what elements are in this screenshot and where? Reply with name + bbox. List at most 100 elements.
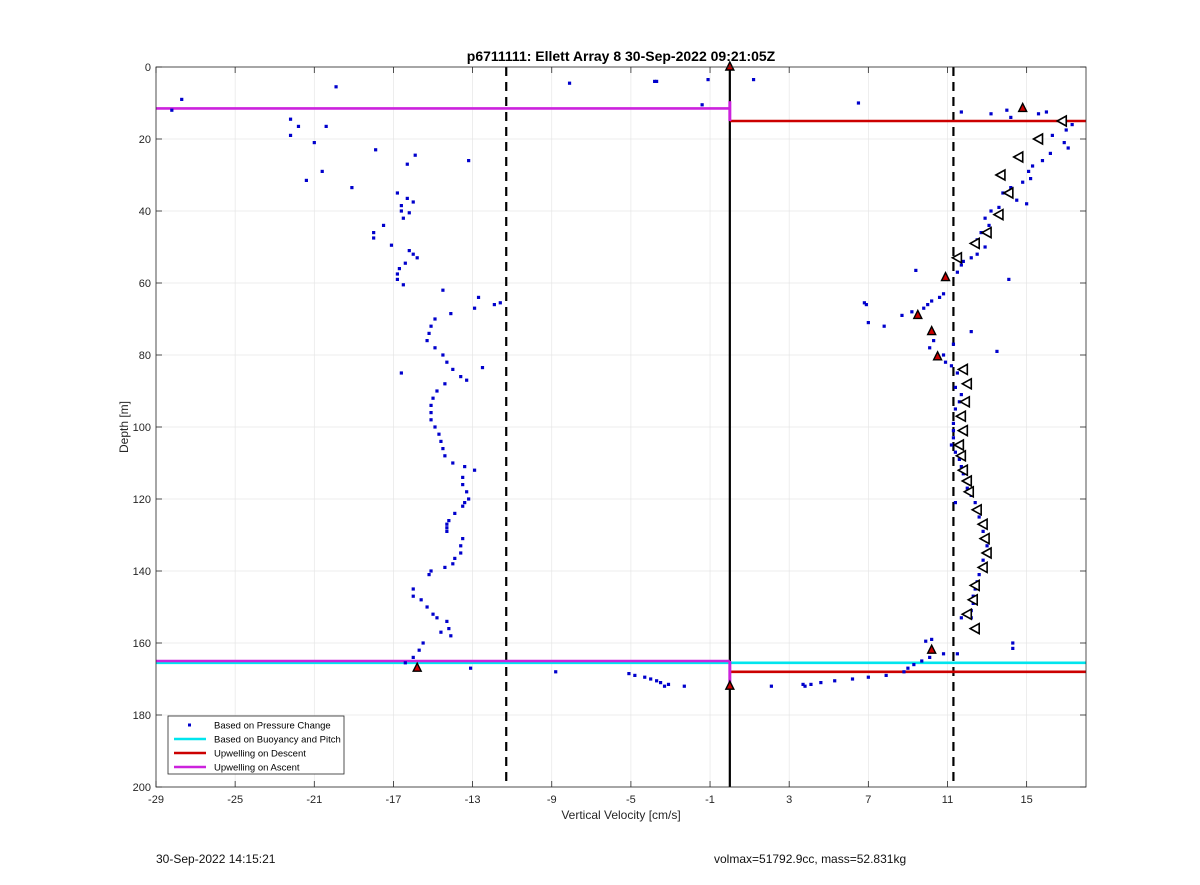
triangle-marker: [954, 449, 967, 463]
data-point: [461, 537, 465, 541]
data-point: [1009, 115, 1013, 119]
red-marker: [926, 325, 937, 336]
data-point: [953, 385, 958, 389]
data-point: [926, 303, 930, 307]
legend-label: Based on Pressure Change: [214, 721, 331, 732]
red-marker: [412, 661, 423, 672]
data-point: [429, 569, 433, 573]
data-point: [856, 101, 861, 105]
x-tick-label: 15: [1021, 794, 1033, 806]
data-point: [866, 675, 870, 679]
data-point: [649, 677, 653, 681]
data-point: [803, 684, 807, 688]
data-point: [989, 209, 993, 213]
y-tick-label: 140: [133, 566, 151, 578]
data-point: [1015, 198, 1019, 202]
data-point: [658, 681, 663, 685]
data-point: [445, 619, 449, 623]
data-point: [951, 421, 956, 425]
data-point: [932, 339, 936, 343]
triangle-marker: [958, 395, 971, 409]
data-point: [924, 639, 928, 643]
y-tick-label: 40: [139, 206, 151, 218]
data-point: [459, 544, 463, 548]
data-point: [1011, 641, 1015, 645]
data-point: [666, 682, 671, 686]
data-point: [928, 346, 932, 350]
data-point: [751, 78, 756, 82]
data-point: [949, 443, 954, 447]
data-point: [472, 468, 477, 472]
data-point: [809, 682, 813, 686]
data-point: [981, 558, 985, 562]
data-point: [399, 209, 403, 213]
data-point: [1064, 128, 1068, 132]
data-point: [429, 411, 433, 415]
triangle-marker: [968, 579, 980, 592]
data-point: [401, 283, 405, 287]
triangle-marker: [954, 409, 967, 423]
data-point: [975, 252, 979, 256]
data-point: [882, 324, 886, 328]
triangle-marker: [970, 503, 982, 517]
data-point: [862, 301, 866, 305]
data-point: [324, 124, 328, 128]
y-tick-label: 120: [133, 494, 151, 506]
data-point: [955, 270, 959, 274]
data-point: [449, 634, 453, 638]
data-point: [429, 403, 433, 407]
data-point: [439, 630, 443, 634]
data-point: [1011, 646, 1015, 650]
data-point: [997, 205, 1001, 209]
data-point: [421, 641, 425, 645]
data-point: [492, 303, 496, 307]
data-point: [334, 85, 338, 89]
data-point: [465, 490, 469, 494]
data-point: [437, 432, 441, 436]
data-point: [296, 124, 301, 128]
data-point: [833, 679, 837, 683]
triangle-marker: [976, 561, 988, 574]
data-point: [431, 396, 435, 400]
data-point: [411, 200, 415, 204]
data-point: [403, 261, 407, 265]
data-point: [461, 483, 465, 487]
grid-layer: [155, 66, 1086, 788]
data-point: [1070, 123, 1074, 127]
red-markers: [412, 60, 1028, 690]
x-tick-label: 11: [942, 794, 953, 806]
data-point: [914, 268, 918, 272]
legend-label: Upwelling on Descent: [214, 749, 306, 760]
y-tick-label: 80: [139, 350, 151, 362]
data-point: [395, 277, 400, 281]
data-point: [447, 519, 451, 523]
data-point: [312, 141, 316, 145]
data-point: [1030, 164, 1035, 168]
x-tick-label: -9: [547, 794, 557, 806]
data-point: [959, 616, 963, 620]
triangle-marker: [960, 474, 973, 488]
data-point: [957, 457, 961, 461]
data-point: [433, 346, 437, 350]
data-point: [429, 418, 433, 422]
data-point: [973, 501, 977, 505]
y-tick-label: 0: [145, 62, 151, 74]
data-point: [959, 263, 963, 267]
data-point: [451, 367, 455, 371]
data-point: [429, 324, 433, 328]
data-point: [417, 648, 421, 652]
data-point: [801, 682, 805, 686]
triangle-markers: [950, 114, 1068, 635]
y-tick-label: 100: [133, 422, 151, 434]
x-tick-label: 3: [786, 794, 792, 806]
triangle-marker: [980, 226, 992, 239]
x-tick-label: -13: [465, 794, 481, 806]
data-point: [461, 504, 465, 508]
data-point: [463, 465, 467, 469]
data-point: [953, 501, 958, 505]
data-point: [401, 216, 405, 220]
data-point: [930, 299, 934, 303]
data-point: [451, 461, 455, 465]
data-point: [655, 79, 659, 83]
